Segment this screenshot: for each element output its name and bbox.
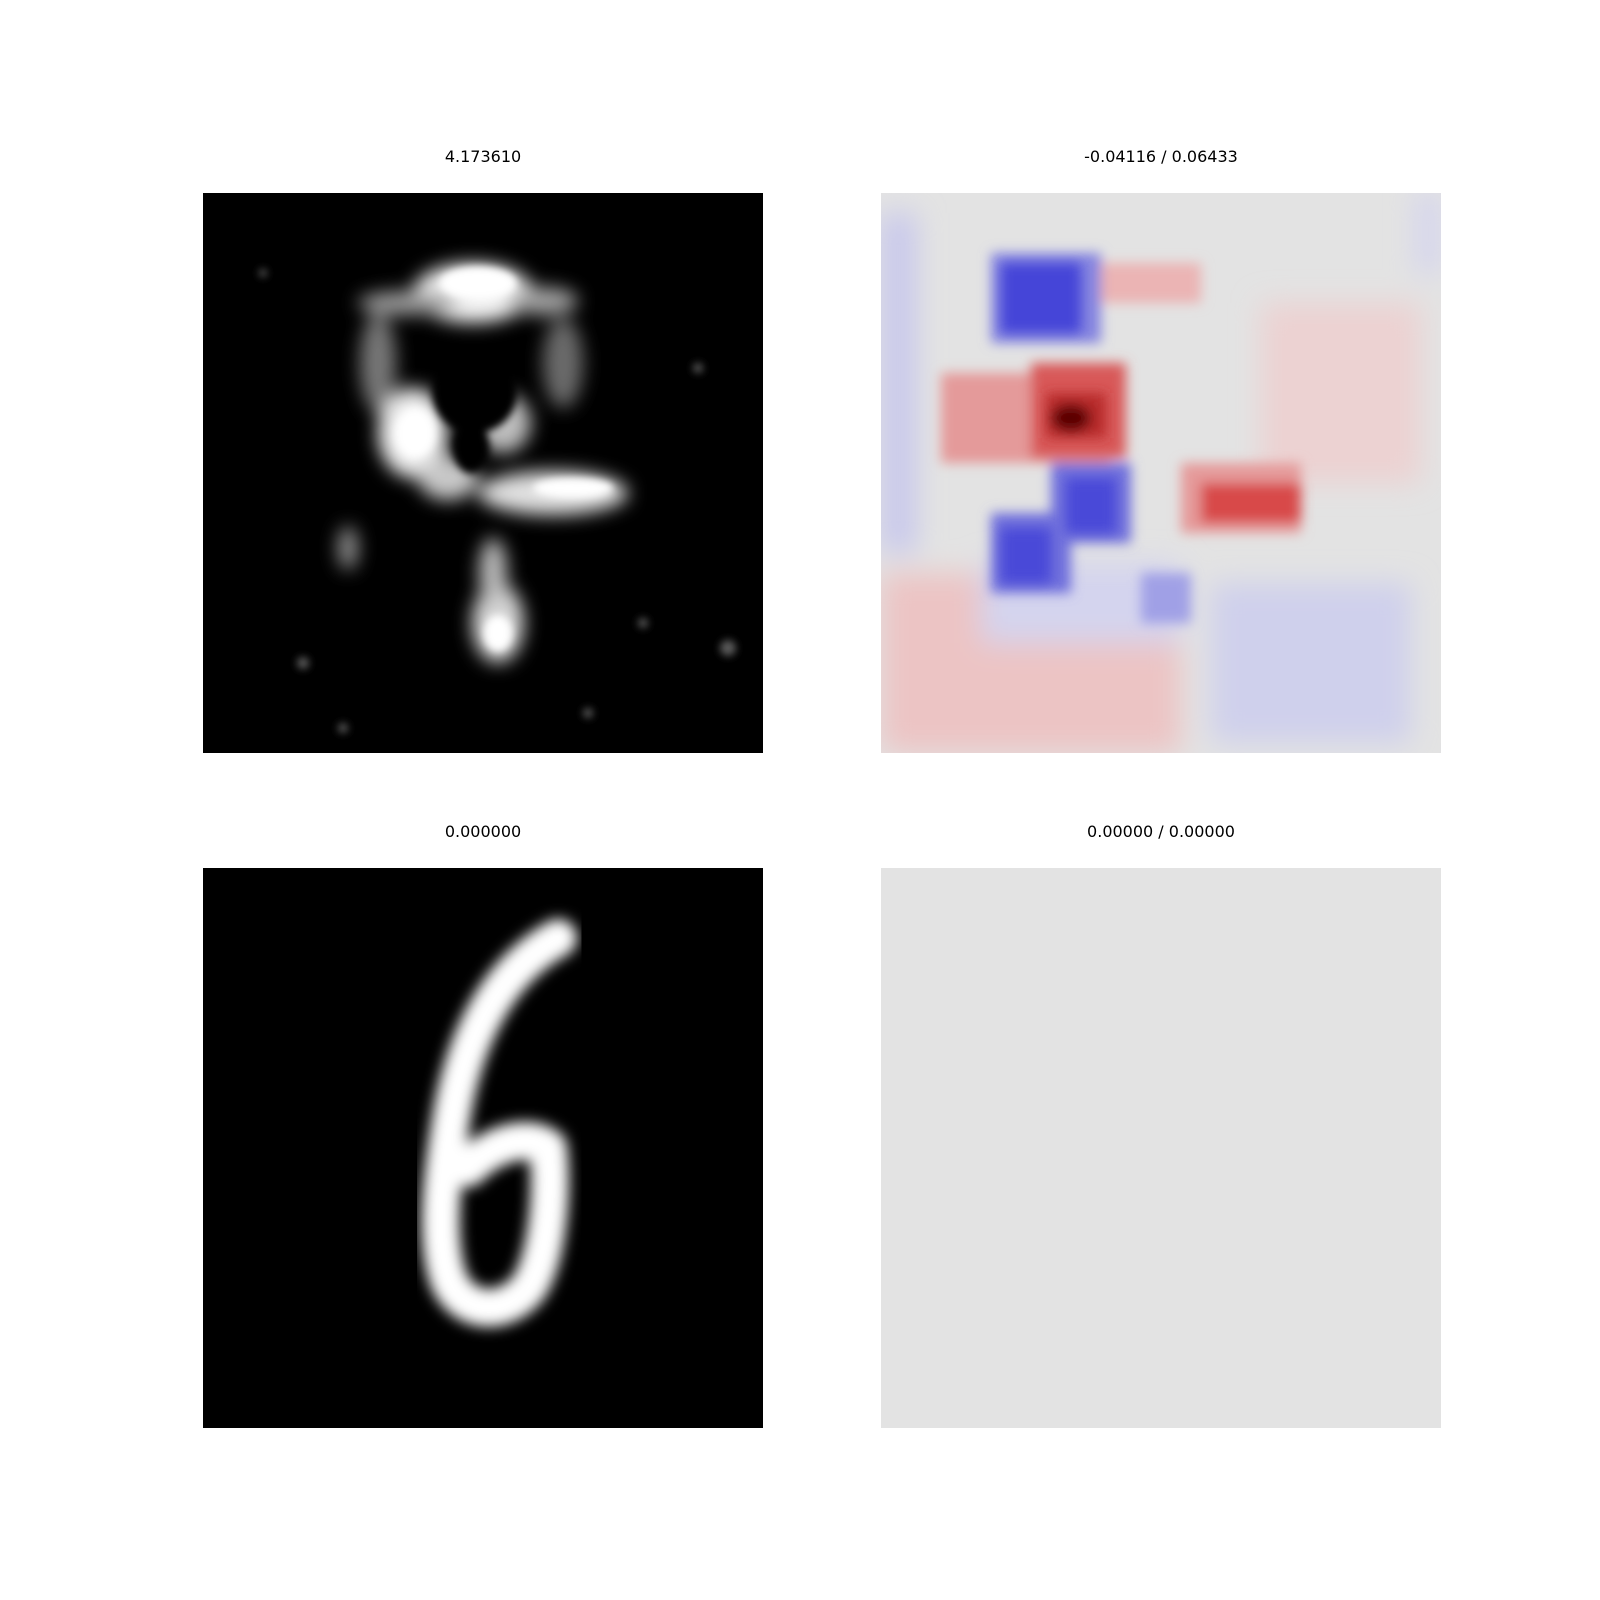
panel-title-top-left: 4.173610: [444, 147, 522, 166]
panel-title-bottom-left: 0.000000: [444, 822, 522, 841]
empty-difference-map-image: [881, 868, 1441, 1428]
handwritten-digit-image: [203, 868, 763, 1428]
panel-title-bottom-right: 0.00000 / 0.00000: [1087, 822, 1235, 841]
difference-map-image: [881, 193, 1441, 753]
panel-title-top-right: -0.04116 / 0.06433: [1084, 147, 1238, 166]
generated-digit-image: [203, 193, 763, 753]
